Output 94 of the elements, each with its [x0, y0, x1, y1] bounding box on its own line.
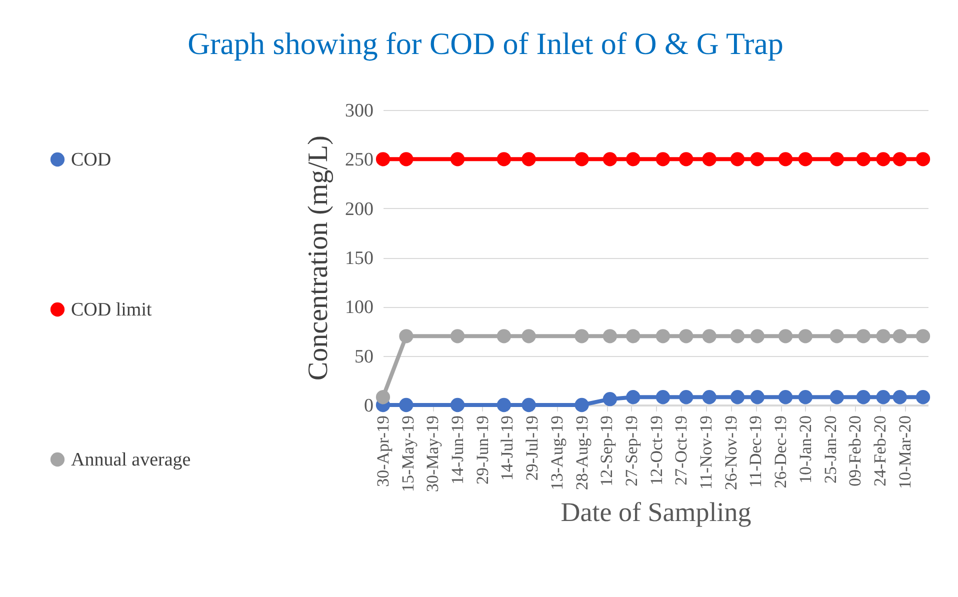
point [626, 329, 640, 344]
point [574, 329, 589, 344]
y-tick-label: 250 [345, 150, 374, 171]
point [778, 329, 793, 344]
point [496, 398, 511, 412]
point [916, 390, 930, 404]
x-tick-label: 27-Sep-19 [622, 416, 641, 486]
point [656, 329, 670, 344]
x-tick-label: 15-May-19 [398, 416, 418, 492]
y-tick-label: 300 [345, 100, 374, 122]
point [876, 152, 890, 166]
point [856, 390, 870, 404]
point [679, 152, 694, 166]
x-tick-label: 30-Apr-19 [374, 416, 392, 487]
y-tick-label: 200 [345, 198, 374, 220]
point [876, 390, 890, 404]
point [750, 390, 764, 404]
point [702, 390, 716, 404]
point [798, 390, 812, 404]
x-axis-title: Date of Sampling [560, 496, 752, 527]
legend-label: COD limit [71, 300, 152, 320]
point [450, 329, 465, 344]
point [830, 329, 844, 344]
point [679, 390, 694, 404]
point [730, 329, 745, 344]
x-tick-label: 26-Nov-19 [721, 416, 740, 490]
point [856, 152, 870, 166]
point [679, 329, 694, 344]
point [798, 329, 812, 344]
point [602, 329, 618, 344]
x-tick-label: 29-Jul-19 [522, 416, 542, 481]
point [750, 152, 764, 166]
point [522, 152, 536, 166]
point [830, 390, 844, 404]
x-tick-label: 24-Feb-20 [870, 416, 890, 486]
point [376, 152, 390, 166]
y-tick-label: 0 [364, 396, 374, 416]
point [916, 152, 930, 166]
point [656, 152, 670, 166]
x-tick-label: 11-Dec-19 [746, 416, 766, 488]
x-tick-label: 14-Jun-19 [448, 416, 468, 484]
x-tick-label: 12-Sep-19 [597, 416, 616, 486]
point [892, 390, 907, 404]
x-tick-label: 30-May-19 [423, 416, 442, 492]
point [856, 329, 870, 344]
point [399, 329, 414, 344]
y-tick-label: 100 [345, 297, 374, 318]
point [626, 152, 640, 166]
point [730, 152, 745, 166]
y-tick-label: 150 [345, 248, 374, 269]
point [376, 390, 390, 404]
point [496, 329, 511, 344]
point [522, 398, 536, 412]
x-tick-label: 10-Mar-20 [895, 416, 914, 489]
x-tick-label: 10-Jan-20 [796, 416, 815, 484]
x-tick-label: 25-Jan-20 [820, 416, 840, 484]
point [778, 152, 793, 166]
x-tick-label: 12-Oct-19 [646, 416, 666, 486]
point [450, 152, 465, 166]
point [892, 329, 907, 344]
point [574, 398, 589, 412]
point [778, 390, 793, 404]
point [626, 390, 640, 404]
point [656, 390, 670, 404]
point [574, 152, 589, 166]
legend-label: COD [71, 150, 112, 170]
point [798, 152, 812, 166]
x-tick-label: 29-Jun-19 [472, 416, 492, 484]
point [702, 329, 716, 344]
point [602, 152, 618, 166]
point [876, 329, 890, 344]
point [602, 392, 618, 406]
legend-label: Annual average [71, 450, 191, 470]
point [522, 329, 536, 344]
point [730, 390, 745, 404]
x-tick-label: 28-Aug-19 [572, 416, 592, 490]
x-tick-label: 14-Jul-19 [498, 416, 517, 481]
y-tick-label: 50 [354, 346, 374, 368]
point [892, 152, 907, 166]
point [830, 152, 844, 166]
point [399, 398, 414, 412]
point [916, 329, 930, 344]
chart-title: Graph showing for COD of Inlet of O & G Trap [188, 26, 784, 61]
point [750, 329, 764, 344]
y-axis-title: Concentration (mg/L) [303, 136, 334, 380]
point [399, 152, 414, 166]
x-tick-label: 13-Aug-19 [547, 416, 566, 490]
x-tick-label: 11-Nov-19 [696, 416, 716, 490]
point [450, 398, 465, 412]
point [702, 152, 716, 166]
point [496, 152, 511, 166]
x-tick-label: 27-Oct-19 [672, 416, 691, 486]
x-tick-label: 26-Dec-19 [771, 416, 790, 488]
x-tick-label: 09-Feb-20 [846, 416, 865, 486]
